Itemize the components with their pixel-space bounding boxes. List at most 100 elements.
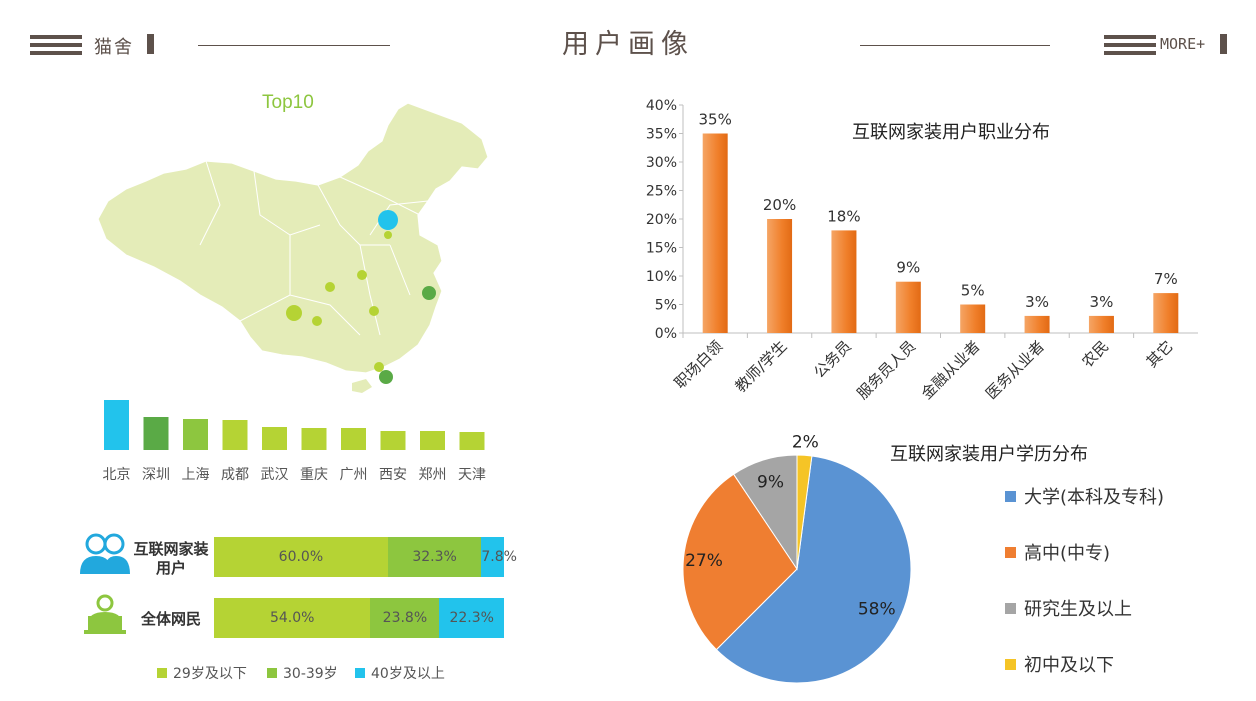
city-bar <box>420 431 445 450</box>
city-label: 西安 <box>379 467 407 483</box>
city-bar <box>104 400 129 450</box>
row-label-home-users: 互联网家装用户 <box>133 540 209 577</box>
occupation-bar <box>1153 293 1179 333</box>
city-dot-xian <box>325 282 335 292</box>
pie-slice <box>796 454 813 570</box>
header-divider-left <box>198 45 390 46</box>
occupation-bar <box>831 230 857 333</box>
pie-slice <box>682 473 798 651</box>
occupation-bar <box>702 133 728 333</box>
bar-value-label: 35% <box>699 111 732 129</box>
city-dot-guangzhou <box>374 362 384 372</box>
pie-legend-item: 初中及以下 <box>1005 651 1114 677</box>
x-tick-label: 医务从业者 <box>982 337 1048 403</box>
x-tick-label: 公务员 <box>810 337 855 382</box>
city-dot-tianjin <box>384 231 392 239</box>
pie-slice <box>715 455 912 684</box>
city-label: 武汉 <box>260 467 289 483</box>
legend-label: 高中(中专) <box>1024 543 1111 564</box>
hainan-island <box>352 379 372 393</box>
header-divider-right <box>860 45 1050 46</box>
legend-age-40-above: 40岁及以上 <box>355 663 445 683</box>
bar-value-label: 20% <box>763 196 796 214</box>
top10-title: Top10 <box>262 92 314 113</box>
city-label: 郑州 <box>418 467 447 483</box>
city-bar <box>459 432 485 450</box>
education-chart-title: 互联网家装用户学历分布 <box>890 444 1088 465</box>
brand-logo-bars <box>30 35 82 59</box>
legend-label: 29岁及以下 <box>173 666 247 682</box>
city-label: 天津 <box>458 467 486 483</box>
city-label: 深圳 <box>142 467 170 483</box>
city-label: 重庆 <box>300 467 328 483</box>
y-tick-label: 40% <box>646 98 677 114</box>
occupation-bar <box>1024 315 1050 333</box>
bar-value-label: 18% <box>827 207 860 225</box>
city-dot-chengdu <box>286 305 302 321</box>
city-label: 广州 <box>339 467 368 483</box>
occupation-bar <box>767 219 793 333</box>
city-dot-wuhan <box>369 306 379 316</box>
y-tick-label: 25% <box>646 184 677 200</box>
x-tick-label: 农民 <box>1078 337 1112 371</box>
legend-swatch <box>267 668 277 678</box>
stack-segment: 54.0% <box>214 598 371 638</box>
stack-segment: 22.3% <box>439 598 504 638</box>
x-tick-label: 教师/学生 <box>732 337 791 396</box>
occupation-bar <box>960 304 986 333</box>
brand-name: 猫舍 <box>94 37 134 58</box>
y-tick-label: 5% <box>655 298 677 314</box>
bar-value-label: 7% <box>1154 270 1178 288</box>
city-bar <box>222 420 248 450</box>
x-tick-label: 金融从业者 <box>918 337 984 403</box>
more-mark <box>1220 34 1227 54</box>
legend-swatch <box>1005 658 1016 670</box>
bar-value-label: 5% <box>961 282 985 300</box>
city-label: 北京 <box>102 467 131 483</box>
city-dot-shanghai <box>422 286 436 300</box>
occupation-bar <box>895 281 921 333</box>
legend-swatch <box>355 668 365 678</box>
x-tick-label: 职场白领 <box>671 337 726 392</box>
china-map <box>97 102 489 393</box>
pie-legend-item: 大学(本科及专科) <box>1005 483 1164 509</box>
stack-segment: 60.0% <box>214 537 388 577</box>
y-tick-label: 0% <box>655 326 677 342</box>
users-group-icon <box>80 533 130 574</box>
y-tick-label: 15% <box>646 241 677 257</box>
city-bar <box>262 427 287 450</box>
y-tick-label: 35% <box>646 127 677 143</box>
pie-value-label: 58% <box>858 599 896 619</box>
legend-label: 研究生及以上 <box>1024 599 1132 620</box>
legend-label: 初中及以下 <box>1024 655 1114 676</box>
row-label-all-netizens: 全体网民 <box>140 610 201 628</box>
y-tick-label: 10% <box>646 269 677 285</box>
stack-segment: 23.8% <box>370 598 440 638</box>
y-tick-label: 20% <box>646 212 677 228</box>
pie-legend-item: 高中(中专) <box>1005 539 1110 565</box>
city-bar <box>183 419 208 450</box>
legend-label: 大学(本科及专科) <box>1024 487 1165 508</box>
stack-segment: 7.8% <box>481 537 517 577</box>
city-dot-chongqing <box>312 316 322 326</box>
legend-label: 40岁及以上 <box>371 666 445 682</box>
legend-label: 30-39岁 <box>283 666 338 682</box>
legend-age-30-39: 30-39岁 <box>267 663 338 683</box>
legend-swatch <box>1005 546 1016 558</box>
city-dot-shenzhen <box>379 370 393 384</box>
pie-legend-item: 研究生及以上 <box>1005 595 1132 621</box>
brand-mark <box>147 34 154 54</box>
bar-value-label: 9% <box>896 259 920 277</box>
y-tick-label: 30% <box>646 155 677 171</box>
legend-age-29-below: 29岁及以下 <box>157 663 247 683</box>
stack-segment: 32.3% <box>387 537 482 577</box>
x-tick-label: 服务员人员 <box>853 337 919 403</box>
city-bar <box>143 417 169 450</box>
legend-swatch <box>1005 490 1016 502</box>
city-bar <box>341 428 366 450</box>
x-tick-label: 其它 <box>1143 337 1177 371</box>
more-bars-icon <box>1104 35 1156 59</box>
city-dot-beijing <box>378 210 398 230</box>
pie-value-label: 2% <box>792 433 819 453</box>
occupation-bar <box>1088 315 1114 333</box>
